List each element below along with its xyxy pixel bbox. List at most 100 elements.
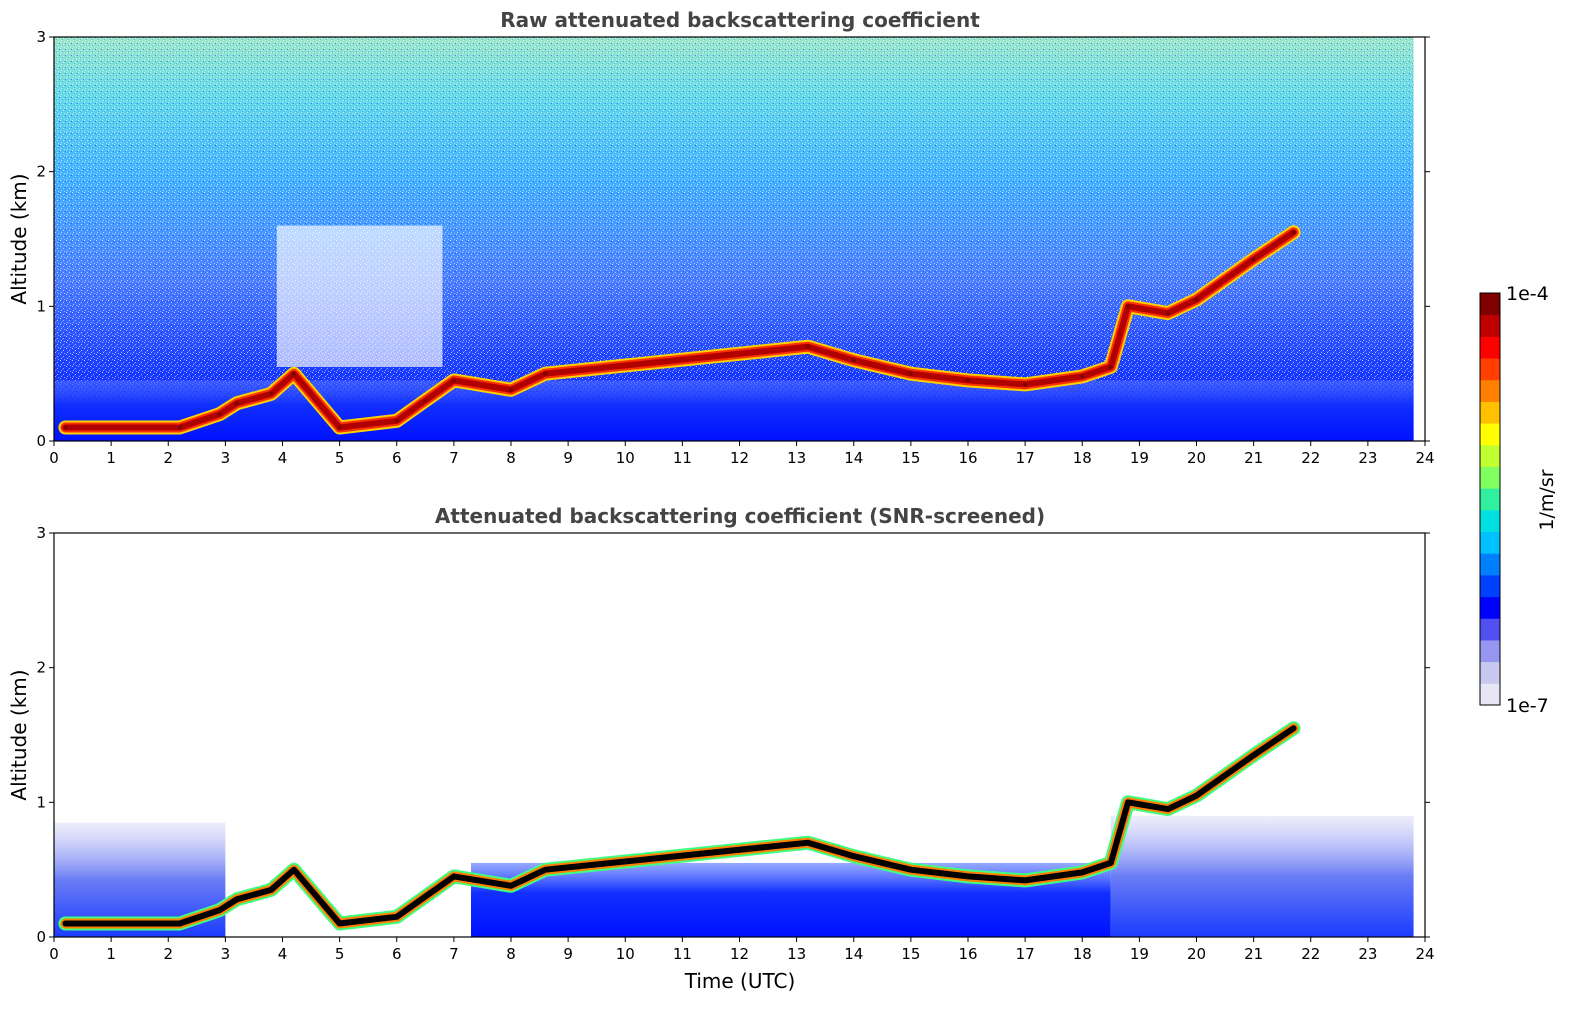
x-tick-label: 6: [392, 945, 402, 963]
colorbar-step: [1480, 618, 1500, 641]
x-axis-label: Time (UTC): [684, 969, 796, 993]
x-tick-label: 24: [1415, 449, 1434, 467]
x-tick-label: 21: [1244, 449, 1263, 467]
x-tick-label: 7: [449, 449, 459, 467]
x-tick-label: 2: [163, 449, 173, 467]
x-tick-label: 9: [563, 449, 573, 467]
x-tick-label: 1: [106, 449, 116, 467]
colorbar-step: [1480, 596, 1500, 619]
y-tick-label: 1: [36, 297, 46, 315]
y-tick-label: 2: [36, 659, 46, 677]
colorbar-step: [1480, 401, 1500, 424]
cloud-base-point: [217, 412, 222, 417]
cloud-base-point: [269, 391, 274, 396]
cloud-base-point: [966, 378, 970, 383]
cloud-base-point: [1023, 878, 1028, 883]
colorbar-step: [1480, 314, 1500, 337]
raw-y-axis-ticks: 0 1 2 3: [36, 28, 1430, 450]
colorbar-step: [1480, 379, 1500, 402]
x-tick-label: 10: [616, 449, 635, 467]
cloud-base-point: [451, 874, 456, 879]
y-tick-label: 0: [36, 928, 46, 946]
cloud-base-point: [509, 387, 513, 392]
raw-clear-region: [276, 225, 443, 367]
x-tick-label: 7: [449, 945, 459, 963]
cloud-base-point: [269, 887, 274, 892]
cloud-base-layer-line: [62, 725, 1297, 927]
screened-plot-area: [54, 721, 1414, 937]
colorbar-step: [1480, 488, 1500, 511]
screened-x-axis-ticks: 0 1 2 3 4 5 6 7 8 9 10 11 12 13 14 15 16 17 18 19 20 21 22 23 24: [49, 937, 1435, 963]
x-tick-label: 8: [506, 945, 516, 963]
raw-y-axis-label: Altitude (km): [7, 173, 31, 304]
cloud-base-point: [394, 418, 399, 423]
colorbar-step: [1480, 509, 1500, 533]
colorbar-step: [1480, 553, 1500, 576]
cloud-base-point: [806, 840, 811, 845]
colorbar-step: [1480, 466, 1500, 489]
raw-boundary-layer: [54, 380, 1414, 441]
cloud-base-point: [337, 921, 342, 926]
x-tick-label: 5: [335, 945, 345, 963]
colorbar-step: [1480, 531, 1500, 554]
y-tick-label: 3: [36, 524, 46, 542]
cloud-base-point: [1194, 793, 1199, 798]
colorbar-step: [1480, 444, 1500, 467]
cloud-base-point: [1125, 304, 1130, 309]
cloud-base-point: [908, 371, 913, 376]
cloud-base-point: [234, 401, 239, 406]
x-tick-label: 18: [1073, 449, 1092, 467]
x-tick-label: 23: [1358, 449, 1377, 467]
cloud-base-point: [234, 897, 239, 902]
colorbar-step: [1480, 639, 1500, 663]
x-tick-label: 4: [278, 449, 288, 467]
colorbar-step: [1480, 336, 1500, 359]
x-tick-label: 15: [901, 945, 920, 963]
y-tick-label: 2: [36, 163, 46, 181]
x-tick-label: 5: [335, 449, 345, 467]
x-tick-label: 4: [278, 945, 288, 963]
x-tick-label: 17: [1016, 449, 1035, 467]
x-tick-label: 17: [1016, 945, 1035, 963]
cloud-base-point: [1251, 753, 1256, 758]
x-tick-label: 14: [844, 449, 863, 467]
x-tick-label: 19: [1130, 449, 1149, 467]
x-tick-label: 22: [1301, 449, 1320, 467]
x-tick-label: 21: [1244, 945, 1263, 963]
cloud-base-point: [1125, 800, 1130, 805]
colorbar-max-label: 1e-4: [1506, 283, 1549, 305]
x-tick-label: 10: [616, 945, 635, 963]
colorbar-step: [1480, 358, 1500, 381]
cloud-base-point: [509, 883, 513, 888]
chart-title-raw: Raw attenuated backscattering coefficien…: [500, 8, 980, 32]
x-tick-label: 3: [221, 945, 231, 963]
x-tick-label: 16: [958, 449, 977, 467]
y-tick-label: 1: [36, 793, 46, 811]
x-tick-label: 18: [1073, 945, 1092, 963]
cloud-base-point: [543, 371, 548, 376]
cloud-base-point: [1165, 311, 1170, 316]
cloud-base-point: [177, 425, 182, 430]
cloud-base-point: [966, 874, 970, 879]
screened-aerosol-layer-late: [1110, 815, 1414, 937]
colorbar-step: [1480, 423, 1500, 446]
cloud-base-point: [1108, 364, 1113, 369]
cloud-base-point: [1080, 374, 1085, 379]
cloud-base-point: [291, 867, 296, 872]
screened-y-axis-label: Altitude (km): [7, 669, 31, 800]
x-tick-label: 23: [1358, 945, 1377, 963]
cloud-base-point: [1291, 726, 1296, 731]
cloud-base-point: [851, 854, 856, 859]
x-tick-label: 20: [1187, 449, 1206, 467]
x-tick-label: 13: [787, 449, 806, 467]
cloud-base-point: [177, 921, 182, 926]
x-tick-label: 11: [673, 449, 692, 467]
colorbar: 1e-4 1e-7 1/m/sr: [1479, 283, 1558, 717]
x-tick-label: 2: [163, 945, 173, 963]
x-tick-label: 19: [1130, 945, 1149, 963]
colorbar-steps: [1480, 293, 1500, 706]
raw-plot-area: [54, 37, 1414, 441]
cloud-base-point: [337, 425, 342, 430]
cloud-base-point: [1080, 870, 1085, 875]
